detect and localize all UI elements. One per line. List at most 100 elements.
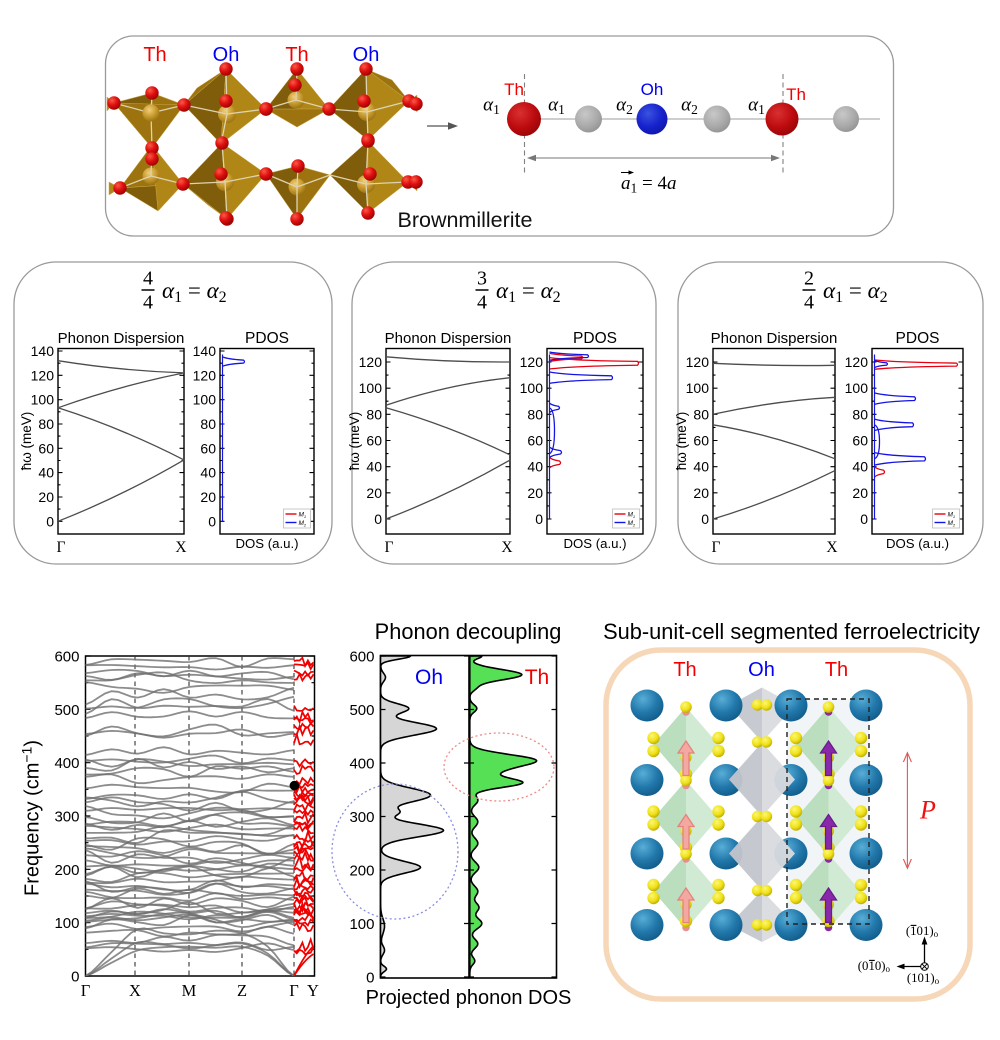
svg-text:Γ: Γ [81, 981, 91, 1000]
svg-text:600: 600 [349, 649, 374, 666]
svg-text:0: 0 [535, 511, 543, 527]
svg-text:80: 80 [366, 406, 382, 422]
svg-text:M2: M2 [628, 520, 636, 528]
svg-text:4: 4 [143, 292, 153, 314]
svg-text:0: 0 [366, 970, 374, 987]
svg-text:100: 100 [31, 392, 55, 408]
svg-text:400: 400 [349, 756, 374, 773]
svg-text:Oh: Oh [415, 666, 443, 689]
svg-text:60: 60 [852, 433, 868, 449]
svg-text:0: 0 [701, 511, 709, 527]
svg-text:100: 100 [520, 380, 544, 396]
svg-text:140: 140 [31, 343, 55, 359]
svg-text:40: 40 [852, 459, 868, 475]
svg-text:100: 100 [193, 392, 217, 408]
svg-text:20: 20 [200, 489, 216, 505]
svg-text:ħω (meV): ħω (meV) [347, 412, 362, 471]
svg-text:20: 20 [693, 485, 709, 501]
svg-text:40: 40 [527, 459, 543, 475]
svg-text:60: 60 [200, 440, 216, 456]
svg-text:40: 40 [200, 465, 216, 481]
svg-text:PDOS: PDOS [573, 330, 617, 347]
svg-text:α1 = α2: α1 = α2 [823, 278, 888, 306]
svg-text:500: 500 [349, 702, 374, 719]
svg-text:(010)o: (010)o [858, 959, 891, 974]
svg-text:100: 100 [359, 380, 383, 396]
svg-text:α1 = α2: α1 = α2 [162, 278, 227, 306]
svg-text:140: 140 [193, 343, 217, 359]
svg-text:120: 120 [845, 354, 869, 370]
svg-text:Th: Th [786, 85, 806, 104]
svg-text:120: 120 [193, 367, 217, 383]
svg-text:4: 4 [804, 292, 814, 314]
svg-text:0: 0 [374, 511, 382, 527]
svg-text:3: 3 [477, 268, 487, 290]
svg-text:DOS (a.u.): DOS (a.u.) [886, 536, 949, 551]
svg-text:Projected phonon DOS: Projected phonon DOS [366, 987, 572, 1009]
svg-text:0: 0 [46, 513, 54, 529]
svg-text:α1 = α2: α1 = α2 [496, 278, 561, 306]
svg-text:Frequency (cm−1): Frequency (cm−1) [19, 740, 44, 896]
svg-text:DOS (a.u.): DOS (a.u.) [563, 536, 626, 551]
svg-text:80: 80 [200, 416, 216, 432]
svg-text:600: 600 [54, 649, 79, 666]
svg-text:200: 200 [349, 863, 374, 880]
svg-text:100: 100 [686, 380, 710, 396]
svg-text:120: 120 [359, 354, 383, 370]
svg-text:ħω (meV): ħω (meV) [19, 412, 34, 471]
svg-text:Th: Th [143, 44, 166, 66]
svg-text:P: P [919, 796, 936, 825]
svg-text:X: X [175, 539, 186, 556]
svg-text:4: 4 [143, 268, 153, 290]
svg-text:60: 60 [38, 440, 54, 456]
svg-text:M2: M2 [299, 520, 307, 528]
svg-text:Oh: Oh [353, 44, 380, 66]
svg-text:120: 120 [686, 354, 710, 370]
svg-text:80: 80 [38, 416, 54, 432]
svg-text:X: X [129, 981, 141, 1000]
svg-text:80: 80 [852, 406, 868, 422]
svg-text:20: 20 [38, 489, 54, 505]
svg-text:40: 40 [366, 459, 382, 475]
svg-text:Γ: Γ [385, 539, 394, 556]
svg-text:(101)o: (101)o [907, 971, 940, 986]
svg-text:0: 0 [860, 511, 868, 527]
svg-text:X: X [826, 539, 837, 556]
svg-text:Sub-unit-cell segmented ferroe: Sub-unit-cell segmented ferroelectricity [603, 619, 980, 644]
svg-text:40: 40 [693, 459, 709, 475]
svg-text:M1: M1 [628, 512, 636, 520]
svg-text:80: 80 [693, 406, 709, 422]
svg-text:PDOS: PDOS [896, 330, 940, 347]
svg-text:4: 4 [477, 292, 487, 314]
svg-text:200: 200 [54, 862, 79, 879]
svg-text:Y: Y [307, 981, 319, 1000]
svg-text:0: 0 [71, 969, 79, 986]
svg-text:ħω (meV): ħω (meV) [674, 412, 689, 471]
svg-text:100: 100 [54, 915, 79, 932]
svg-text:Oh: Oh [213, 44, 240, 66]
svg-text:60: 60 [693, 433, 709, 449]
svg-text:60: 60 [527, 433, 543, 449]
svg-text:100: 100 [845, 380, 869, 396]
svg-text:M1: M1 [948, 512, 956, 520]
svg-text:Th: Th [285, 44, 308, 66]
svg-text:300: 300 [54, 809, 79, 826]
svg-text:60: 60 [366, 433, 382, 449]
svg-text:20: 20 [527, 485, 543, 501]
svg-text:Oh: Oh [748, 659, 775, 681]
svg-text:20: 20 [366, 485, 382, 501]
svg-text:2: 2 [804, 268, 814, 290]
svg-text:Γ: Γ [712, 539, 721, 556]
svg-text:500: 500 [54, 702, 79, 719]
svg-text:(101)o: (101)o [906, 924, 939, 939]
svg-text:120: 120 [520, 354, 544, 370]
svg-text:PDOS: PDOS [245, 330, 289, 347]
svg-text:Th: Th [504, 80, 524, 99]
svg-text:120: 120 [31, 367, 55, 383]
svg-text:M1: M1 [299, 512, 307, 520]
svg-text:Γ: Γ [289, 981, 299, 1000]
svg-text:Oh: Oh [641, 80, 664, 99]
svg-text:Th: Th [825, 659, 848, 681]
svg-text:DOS (a.u.): DOS (a.u.) [235, 536, 298, 551]
svg-text:100: 100 [349, 916, 374, 933]
